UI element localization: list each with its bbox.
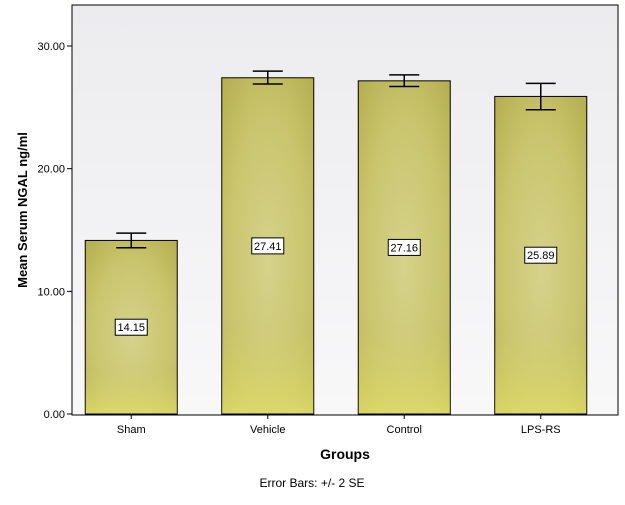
y-tick-label: 10.00 bbox=[37, 286, 65, 298]
y-tick-label: 0.00 bbox=[44, 409, 65, 421]
data-label: 27.16 bbox=[390, 242, 418, 254]
data-label-box bbox=[251, 237, 285, 255]
y-tick-label: 20.00 bbox=[37, 164, 65, 176]
data-label: 27.41 bbox=[254, 241, 282, 253]
x-tick-label: LPS-RS bbox=[521, 424, 561, 436]
y-axis: 0.00 10.00 20.00 30.00 bbox=[37, 41, 72, 421]
x-tick-label: Vehicle bbox=[250, 424, 285, 436]
y-axis-title: Mean Serum NGAL ng/ml bbox=[15, 132, 30, 288]
data-label: 14.15 bbox=[117, 322, 145, 334]
bars-group: 14.15 27.41 27.16 25.89 bbox=[84, 70, 588, 415]
x-axis-title: Groups bbox=[320, 446, 370, 462]
x-tick-label: Control bbox=[387, 424, 422, 436]
x-tick-label: Sham bbox=[117, 424, 146, 436]
data-label-box bbox=[114, 318, 148, 336]
data-label-box bbox=[524, 246, 558, 264]
x-axis: Sham Vehicle Control LPS-RS bbox=[117, 414, 561, 436]
y-tick-label: 30.00 bbox=[37, 41, 65, 53]
error-bars-footnote: Error Bars: +/- 2 SE bbox=[259, 476, 364, 490]
data-label-box bbox=[387, 238, 421, 256]
data-label: 25.89 bbox=[527, 250, 555, 262]
